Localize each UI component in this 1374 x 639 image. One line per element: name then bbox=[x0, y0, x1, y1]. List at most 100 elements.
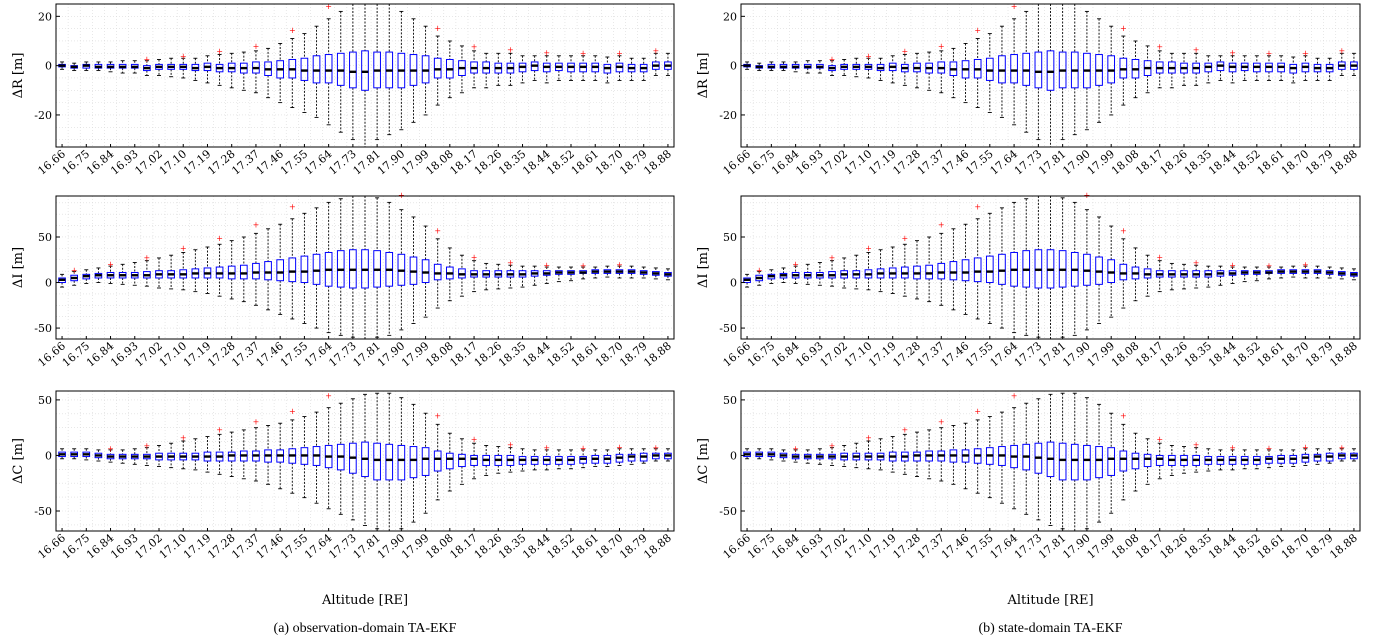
box-iqr bbox=[409, 446, 418, 479]
box-iqr bbox=[961, 259, 970, 282]
x-tick-label: 18.88 bbox=[1327, 531, 1359, 561]
y-tick-label: 20 bbox=[38, 10, 52, 23]
box-iqr bbox=[252, 262, 260, 280]
box-iqr bbox=[324, 54, 333, 84]
y-axis-label: ΔR [m] bbox=[11, 53, 26, 99]
axes-frame bbox=[55, 195, 675, 340]
outlier-marker: + bbox=[616, 261, 623, 270]
outlier-marker: + bbox=[1302, 443, 1309, 452]
y-tick-label: 20 bbox=[723, 10, 737, 23]
outlier-marker: + bbox=[289, 203, 296, 212]
box-iqr bbox=[312, 55, 321, 84]
outlier-marker: + bbox=[144, 55, 151, 64]
box-iqr bbox=[1070, 443, 1079, 481]
outlier-marker: + bbox=[471, 42, 478, 51]
y-tick-label: -20 bbox=[34, 109, 52, 122]
outlier-marker: + bbox=[974, 26, 981, 35]
outlier-marker: + bbox=[216, 47, 223, 56]
outlier-marker: + bbox=[180, 52, 187, 61]
outlier-marker: + bbox=[1193, 258, 1200, 267]
box-iqr bbox=[1143, 453, 1152, 468]
outlier-marker: + bbox=[543, 443, 550, 452]
outlier-marker: + bbox=[902, 426, 909, 435]
box-iqr bbox=[1058, 442, 1067, 481]
outlier-marker: + bbox=[216, 234, 223, 243]
x-axis-label: Altitude [RE] bbox=[321, 593, 408, 608]
x-tick-label: 18.88 bbox=[641, 339, 673, 369]
x-tick-label: 18.88 bbox=[641, 531, 673, 561]
outlier-marker: + bbox=[1229, 443, 1236, 452]
outlier-marker: + bbox=[71, 266, 78, 275]
box-iqr bbox=[1107, 447, 1116, 476]
outlier-marker: + bbox=[543, 49, 550, 58]
outlier-marker: + bbox=[616, 443, 623, 452]
outlier-marker: + bbox=[507, 45, 514, 54]
outlier-marker: + bbox=[253, 221, 260, 230]
box-iqr bbox=[445, 452, 454, 470]
box-iqr bbox=[1131, 452, 1140, 470]
outlier-marker: + bbox=[180, 244, 187, 253]
outlier-marker: + bbox=[1266, 49, 1273, 58]
box-iqr bbox=[361, 50, 369, 91]
outlier-marker: + bbox=[471, 435, 478, 444]
outlier-marker: + bbox=[107, 260, 114, 269]
box-iqr bbox=[336, 52, 345, 86]
outlier-marker: + bbox=[1193, 441, 1200, 450]
outlier-marker: + bbox=[1266, 444, 1273, 453]
outlier-marker: + bbox=[865, 244, 872, 253]
box-iqr bbox=[1155, 454, 1164, 466]
box-iqr bbox=[949, 261, 958, 281]
outlier-marker: + bbox=[1120, 411, 1127, 420]
outlier-marker: + bbox=[1338, 443, 1345, 452]
y-tick-label: 50 bbox=[723, 231, 737, 244]
box-iqr bbox=[1119, 450, 1128, 472]
outlier-marker: + bbox=[938, 417, 945, 426]
subfigure-caption: (b) state-domain TA-EKF bbox=[978, 621, 1122, 636]
box-iqr bbox=[1119, 57, 1128, 79]
box-iqr bbox=[937, 262, 946, 280]
box-iqr bbox=[470, 454, 478, 466]
box-iqr bbox=[998, 253, 1006, 285]
outlier-marker: + bbox=[107, 444, 114, 453]
box-iqr bbox=[373, 442, 381, 481]
y-tick-label: 0 bbox=[730, 277, 737, 290]
y-tick-label: 50 bbox=[38, 231, 52, 244]
box-iqr bbox=[239, 264, 248, 280]
outlier-marker: + bbox=[325, 392, 332, 401]
outlier-marker: + bbox=[471, 253, 478, 262]
y-tick-label: 0 bbox=[730, 449, 737, 462]
y-axis-label: ΔC [m] bbox=[11, 438, 26, 484]
outlier-marker: + bbox=[938, 42, 945, 51]
box-iqr bbox=[312, 253, 321, 285]
outlier-marker: + bbox=[289, 407, 296, 416]
outlier-marker: + bbox=[1302, 49, 1309, 58]
outlier-marker: + bbox=[1120, 24, 1127, 33]
outlier-marker: + bbox=[756, 266, 763, 275]
box-iqr bbox=[385, 443, 394, 481]
outlier-marker: + bbox=[1156, 253, 1163, 262]
outlier-marker: + bbox=[434, 411, 441, 420]
y-tick-label: -50 bbox=[719, 322, 737, 335]
outlier-marker: + bbox=[289, 26, 296, 35]
box-iqr bbox=[1083, 444, 1091, 481]
outlier-marker: + bbox=[580, 262, 587, 271]
y-axis-label: ΔR [m] bbox=[696, 53, 711, 99]
outlier-marker: + bbox=[652, 47, 659, 56]
box-iqr bbox=[1107, 55, 1116, 84]
box-iqr bbox=[985, 57, 994, 81]
y-tick-label: 0 bbox=[45, 449, 52, 462]
box-iqr bbox=[458, 453, 466, 468]
box-iqr bbox=[998, 55, 1006, 84]
outlier-marker: + bbox=[652, 443, 659, 452]
box-iqr bbox=[421, 259, 430, 284]
box-iqr bbox=[433, 57, 442, 79]
outlier-marker: + bbox=[829, 254, 836, 263]
box-iqr bbox=[300, 57, 309, 81]
outlier-marker: + bbox=[902, 47, 909, 56]
box-iqr bbox=[1046, 50, 1055, 91]
